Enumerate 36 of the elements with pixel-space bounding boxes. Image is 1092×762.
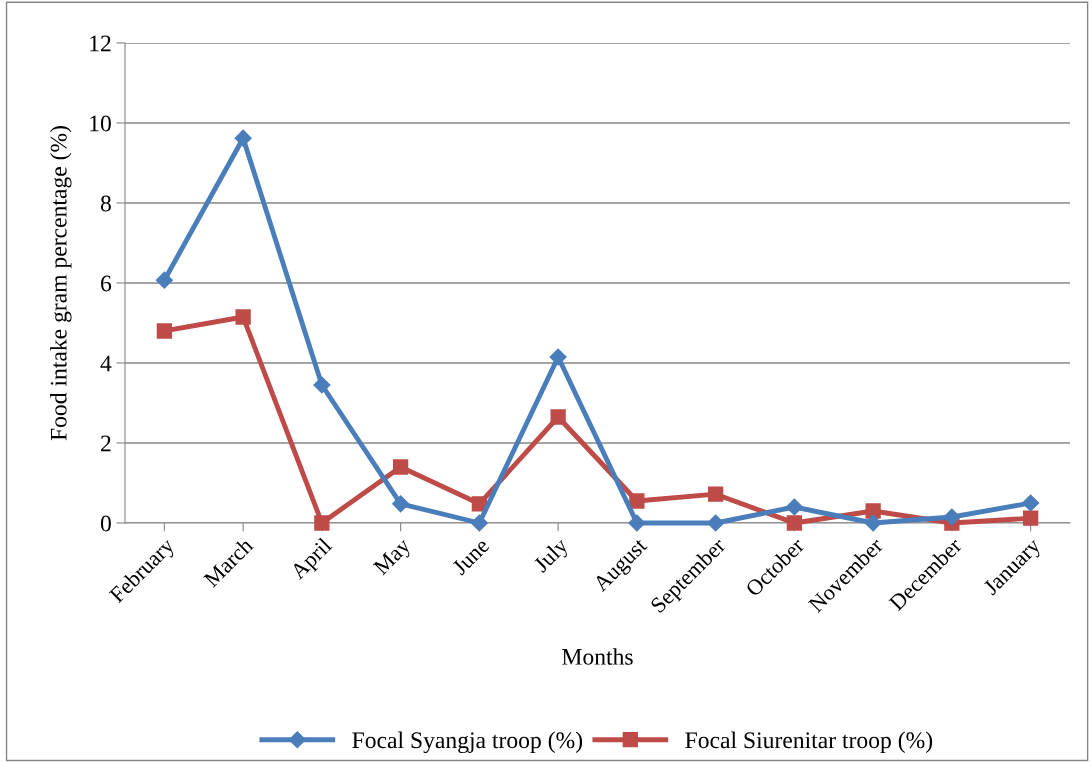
point xyxy=(943,508,961,526)
point xyxy=(156,323,173,339)
y-axis-title: Food intake gram percentage (%) xyxy=(50,126,72,441)
legend-label: Focal Siurenitar troop (%) xyxy=(685,731,933,754)
point xyxy=(707,514,725,532)
y-tick-label: 4 xyxy=(100,355,112,372)
point xyxy=(392,459,409,475)
point xyxy=(1022,510,1039,526)
x-axis-title: Months xyxy=(562,648,633,665)
point xyxy=(1022,494,1040,512)
point xyxy=(865,503,881,519)
x-tick-label: May xyxy=(372,536,415,579)
y-tick-label: 2 xyxy=(101,435,111,452)
point xyxy=(314,515,330,531)
point xyxy=(550,409,566,425)
point xyxy=(313,376,331,394)
x-tick-label: July xyxy=(532,536,573,577)
x-tick-label: June xyxy=(451,537,490,576)
point xyxy=(707,486,724,502)
point xyxy=(628,514,646,532)
point xyxy=(235,309,251,325)
y-tick-label: 10 xyxy=(90,115,111,132)
point xyxy=(392,495,410,513)
point xyxy=(629,493,645,509)
point xyxy=(155,271,173,289)
point xyxy=(785,498,803,516)
y-tick-label: 12 xyxy=(90,35,111,52)
point xyxy=(470,514,488,532)
y-tick-label: 8 xyxy=(100,195,111,212)
point xyxy=(234,129,252,147)
y-tick-label: 6 xyxy=(101,275,112,292)
y-tick-label: 0 xyxy=(100,515,111,532)
point xyxy=(786,515,803,531)
point xyxy=(864,514,882,532)
point xyxy=(549,348,567,366)
legend-label: Focal Syangja troop (%) xyxy=(352,731,583,754)
